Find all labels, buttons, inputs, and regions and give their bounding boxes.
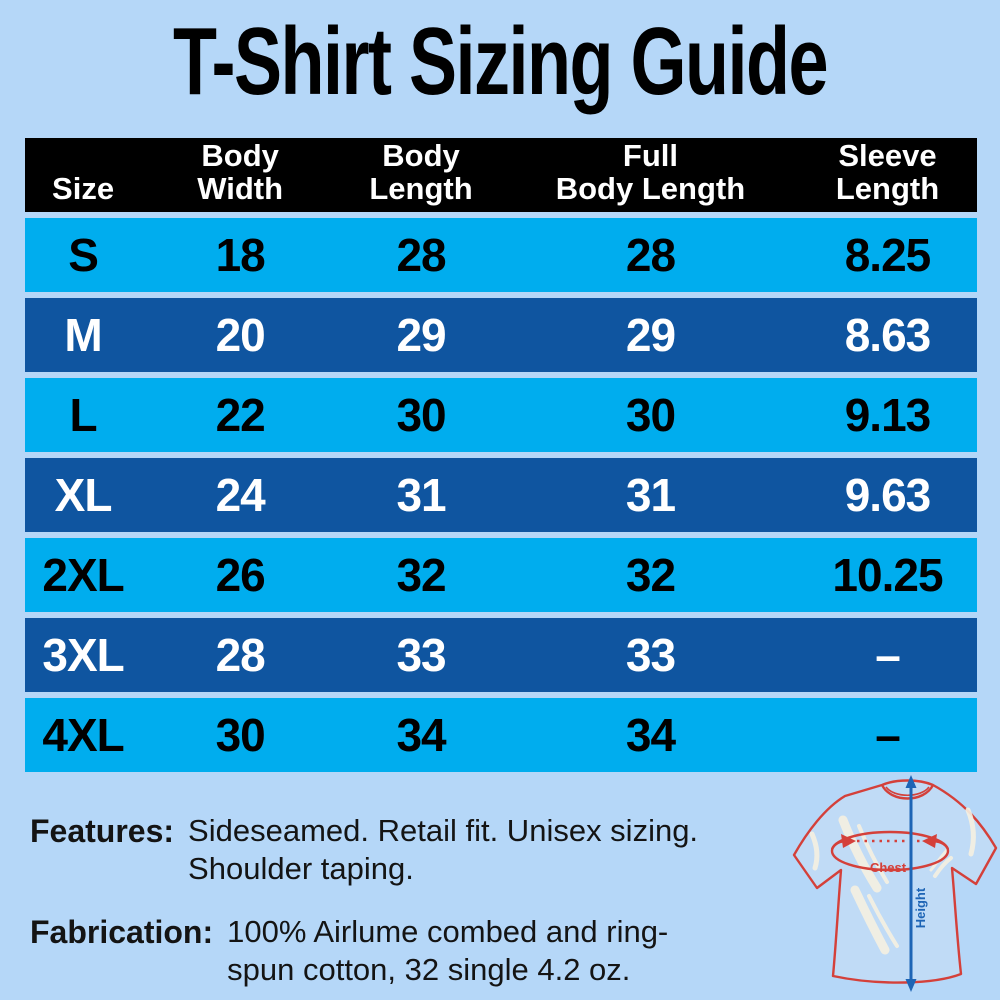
fabrication-line-2: spun cotton, 32 single 4.2 oz. <box>227 952 631 987</box>
chest-arrow-left <box>841 834 856 848</box>
table-row-s: S 18 28 28 8.25 <box>25 218 977 292</box>
table-row-l: L 22 30 30 9.13 <box>25 378 977 452</box>
header-line: Body <box>201 138 279 173</box>
cell-size: S <box>68 229 99 281</box>
cell-full-body-length: 31 <box>625 469 676 521</box>
features-line-1: Sideseamed. Retail fit. Unisex sizing. <box>188 813 699 848</box>
table-header-row: Size Body Width Body Length Full Body Le… <box>25 138 977 212</box>
features-text: Sideseamed. Retail fit. Unisex sizing. S… <box>188 812 698 888</box>
cell-size: 2XL <box>42 549 124 601</box>
chest-measure-ellipse <box>830 830 950 872</box>
fabrication-note: Fabrication: 100% Airlume combed and rin… <box>30 913 790 989</box>
collar-inner-arc <box>885 786 930 797</box>
fabrication-line-1: 100% Airlume combed and ring- <box>227 914 669 949</box>
cell-body-length: 34 <box>396 709 446 761</box>
table-row-xl: XL 24 31 31 9.63 <box>25 458 977 532</box>
column-header-sleeve-length: Sleeve Length <box>798 138 977 212</box>
header-line: Sleeve <box>838 138 937 173</box>
cell-sleeve-length: – <box>875 709 901 761</box>
cell-body-width: 24 <box>215 469 266 521</box>
notes-section: Features: Sideseamed. Retail fit. Unisex… <box>30 812 790 1000</box>
cell-sleeve-length: 8.63 <box>844 309 932 361</box>
cell-size: M <box>64 309 102 361</box>
cell-body-width: 20 <box>215 309 266 361</box>
table-row-m: M 20 29 29 8.63 <box>25 298 977 372</box>
cell-full-body-length: 29 <box>625 309 676 361</box>
cell-sleeve-length: 9.13 <box>844 389 932 441</box>
column-header-size: Size <box>25 138 141 212</box>
cell-sleeve-length: 10.25 <box>832 549 943 601</box>
cell-size: L <box>69 389 98 441</box>
table-row-3xl: 3XL 28 33 33 – <box>25 618 977 692</box>
cell-full-body-length: 28 <box>625 229 676 281</box>
cell-sleeve-length: 8.25 <box>844 229 932 281</box>
cell-full-body-length: 34 <box>625 709 676 761</box>
cell-body-length: 32 <box>396 549 446 601</box>
header-line: Full <box>622 138 678 173</box>
cell-sleeve-length: 9.63 <box>844 469 932 521</box>
header-line: Length <box>835 171 940 206</box>
cell-full-body-length: 32 <box>625 549 676 601</box>
collar-outer-arc <box>880 784 935 800</box>
chest-label: Chest <box>870 860 907 875</box>
cell-size: 3XL <box>42 629 124 681</box>
header-line: Width <box>197 171 284 206</box>
cell-body-length: 28 <box>396 229 446 281</box>
features-line-2: Shoulder taping. <box>188 851 414 886</box>
height-arrow-bottom <box>905 979 917 992</box>
column-header-full-body-length: Full Body Length <box>503 138 798 212</box>
column-header-body-length: Body Length <box>339 138 503 212</box>
cell-body-width: 22 <box>215 389 266 441</box>
cell-size: 4XL <box>42 709 124 761</box>
cell-full-body-length: 33 <box>625 629 676 681</box>
cell-body-length: 30 <box>396 389 446 441</box>
cell-body-width: 30 <box>215 709 266 761</box>
column-header-body-width: Body Width <box>141 138 339 212</box>
table-row-4xl: 4XL 30 34 34 – <box>25 698 977 772</box>
height-arrow-top <box>905 775 917 788</box>
cell-body-length: 33 <box>396 629 446 681</box>
cell-body-length: 29 <box>396 309 446 361</box>
cell-body-width: 28 <box>215 629 266 681</box>
page-title: T-Shirt Sizing Guide <box>173 8 829 115</box>
sizing-table: Size Body Width Body Length Full Body Le… <box>25 138 977 772</box>
chest-arrow-right <box>922 834 937 848</box>
cell-sleeve-length: – <box>875 629 901 681</box>
features-label: Features: <box>30 813 175 849</box>
cell-body-width: 18 <box>215 229 266 281</box>
tshirt-measurement-diagram: Chest Height <box>792 775 998 992</box>
header-line: Body Length <box>555 171 746 206</box>
table-row-2xl: 2XL 26 32 32 10.25 <box>25 538 977 612</box>
cell-full-body-length: 30 <box>625 389 676 441</box>
cell-body-length: 31 <box>396 469 446 521</box>
header-line: Length <box>369 171 473 206</box>
header-line: Body <box>382 138 460 173</box>
fabrication-text: 100% Airlume combed and ring- spun cotto… <box>227 913 668 989</box>
fabrication-label: Fabrication: <box>30 914 214 950</box>
header-line: Size <box>52 171 115 206</box>
cell-body-width: 26 <box>215 549 266 601</box>
height-label: Height <box>913 887 928 928</box>
cell-size: XL <box>54 469 113 521</box>
features-note: Features: Sideseamed. Retail fit. Unisex… <box>30 812 790 888</box>
